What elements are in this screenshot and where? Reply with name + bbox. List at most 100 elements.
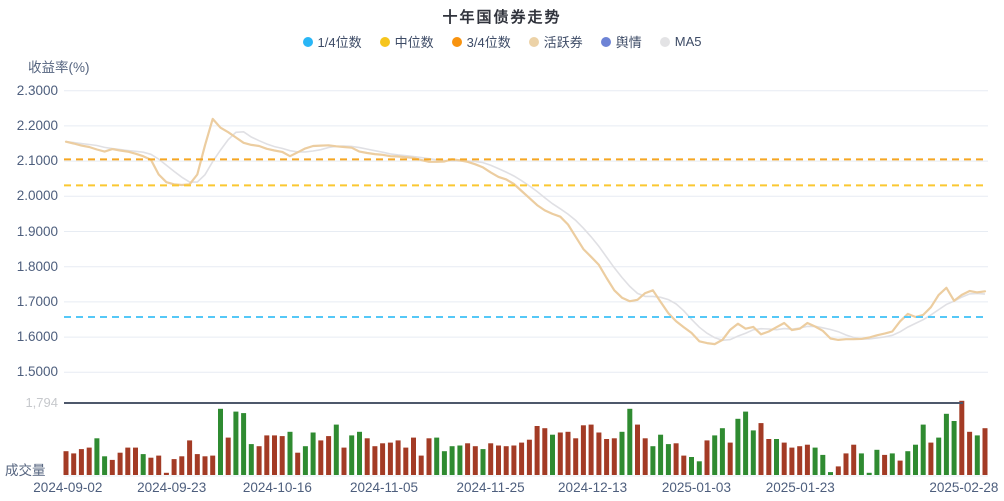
volume-bar xyxy=(719,428,725,475)
legend-label: MA5 xyxy=(674,34,702,49)
volume-bar xyxy=(109,459,115,475)
volume-bar xyxy=(218,408,223,475)
volume-bar xyxy=(712,435,718,475)
y-tick-label: 1.9000 xyxy=(16,223,58,239)
volume-bar xyxy=(635,424,640,475)
volume-bar xyxy=(967,431,973,475)
volume-bar xyxy=(658,434,664,475)
volume-bar xyxy=(573,438,579,475)
volume-bar xyxy=(225,437,231,475)
volume-bar xyxy=(905,451,911,475)
gridlines xyxy=(64,90,988,477)
volume-bar xyxy=(318,440,324,475)
volume-bar xyxy=(194,454,200,475)
volume-bar xyxy=(233,411,239,475)
legend-label: 活跃券 xyxy=(543,35,583,50)
volume-bar xyxy=(341,447,347,475)
volume-bar xyxy=(604,439,610,475)
volume-bar xyxy=(550,434,555,475)
volume-bar xyxy=(357,431,362,475)
volume-bar xyxy=(395,440,401,475)
ma5-line xyxy=(65,130,986,342)
volume-bar xyxy=(179,456,185,475)
volume-bar xyxy=(882,454,888,475)
volume-bar xyxy=(943,413,949,475)
volume-bar xyxy=(704,440,710,475)
legend-item-3/4位数[interactable]: 3/4位数 xyxy=(451,32,511,51)
volume-bar xyxy=(272,435,277,475)
legend-label: 3/4位数 xyxy=(466,35,511,50)
x-tick-label: 2024-12-13 xyxy=(558,480,628,495)
x-tick-label: 2024-10-16 xyxy=(242,480,312,495)
x-tick-label: 2024-11-25 xyxy=(456,480,525,495)
quartile-reference-lines xyxy=(64,158,988,319)
volume-bar xyxy=(63,451,69,475)
y-tick-label: 2.2000 xyxy=(16,117,58,133)
volume-bar xyxy=(349,435,355,475)
volume-bar xyxy=(774,439,779,475)
y-tick-label: 1.5000 xyxy=(16,364,58,380)
volume-bar xyxy=(71,453,77,475)
volume-bar xyxy=(86,447,92,475)
volume-bar xyxy=(565,431,571,475)
volume-bar xyxy=(696,461,702,475)
y-tick-label: 2.0000 xyxy=(16,188,58,204)
volume-bar xyxy=(812,447,818,475)
volume-bar xyxy=(928,442,934,475)
volume-bar xyxy=(889,453,895,475)
volume-bar xyxy=(650,446,656,475)
volume-max-label: 1,794 xyxy=(25,395,58,410)
legend-item-1/4位数[interactable]: 1/4位数 xyxy=(302,32,362,51)
volume-bar xyxy=(874,449,880,475)
y-tick-label: 2.1000 xyxy=(16,153,58,169)
volume-bar xyxy=(681,455,687,475)
volume-bar xyxy=(302,446,308,475)
volume-bar xyxy=(526,439,532,475)
volume-bar xyxy=(496,445,501,475)
volume-bar xyxy=(187,440,193,475)
volume-bar xyxy=(449,446,455,475)
x-tick-label: 2024-09-23 xyxy=(137,480,207,495)
volume-bar xyxy=(511,445,517,475)
volume-bar xyxy=(951,421,957,475)
volume-bar xyxy=(441,451,447,475)
volume-bar xyxy=(897,460,903,475)
volume-bar xyxy=(125,447,131,475)
volume-bars xyxy=(63,400,988,475)
volume-bar xyxy=(689,457,694,475)
volume-bar xyxy=(974,435,980,475)
legend-dot-icon xyxy=(302,36,313,47)
legend-item-舆情[interactable]: 舆情 xyxy=(600,32,642,51)
x-tick-label: 2024-09-02 xyxy=(33,480,103,495)
legend-item-活跃券[interactable]: 活跃券 xyxy=(528,32,583,51)
legend-item-中位数[interactable]: 中位数 xyxy=(379,32,434,51)
y-tick-label: 1.6000 xyxy=(16,329,58,345)
y-axis-label: 收益率(%) xyxy=(28,60,90,75)
volume-bar xyxy=(835,466,841,475)
volume-bar xyxy=(480,449,486,475)
volume-bar xyxy=(380,443,386,475)
volume-bar xyxy=(434,437,440,475)
legend-label: 中位数 xyxy=(394,35,434,50)
volume-bar xyxy=(372,446,378,475)
volume-bar xyxy=(279,436,285,475)
volume-bar xyxy=(642,438,648,475)
volume-bar xyxy=(519,442,525,475)
volume-bar xyxy=(210,455,216,475)
volume-bar xyxy=(828,472,833,475)
volume-bar xyxy=(557,432,563,475)
y-tick-label: 2.3000 xyxy=(16,82,58,98)
volume-bar xyxy=(611,438,617,475)
volume-bar xyxy=(858,453,864,475)
legend-item-MA5[interactable]: MA5 xyxy=(659,34,702,49)
y-tick-label: 1.7000 xyxy=(16,293,58,309)
volume-bar xyxy=(588,424,594,475)
volume-bar xyxy=(781,442,787,475)
legend-label: 舆情 xyxy=(615,35,642,50)
x-tick-label: 2024-11-05 xyxy=(349,480,418,495)
volume-bar xyxy=(333,424,339,475)
chart-title: 十年国债券走势 xyxy=(442,9,562,26)
legend-dot-icon xyxy=(451,36,462,47)
volume-bar xyxy=(673,443,679,475)
